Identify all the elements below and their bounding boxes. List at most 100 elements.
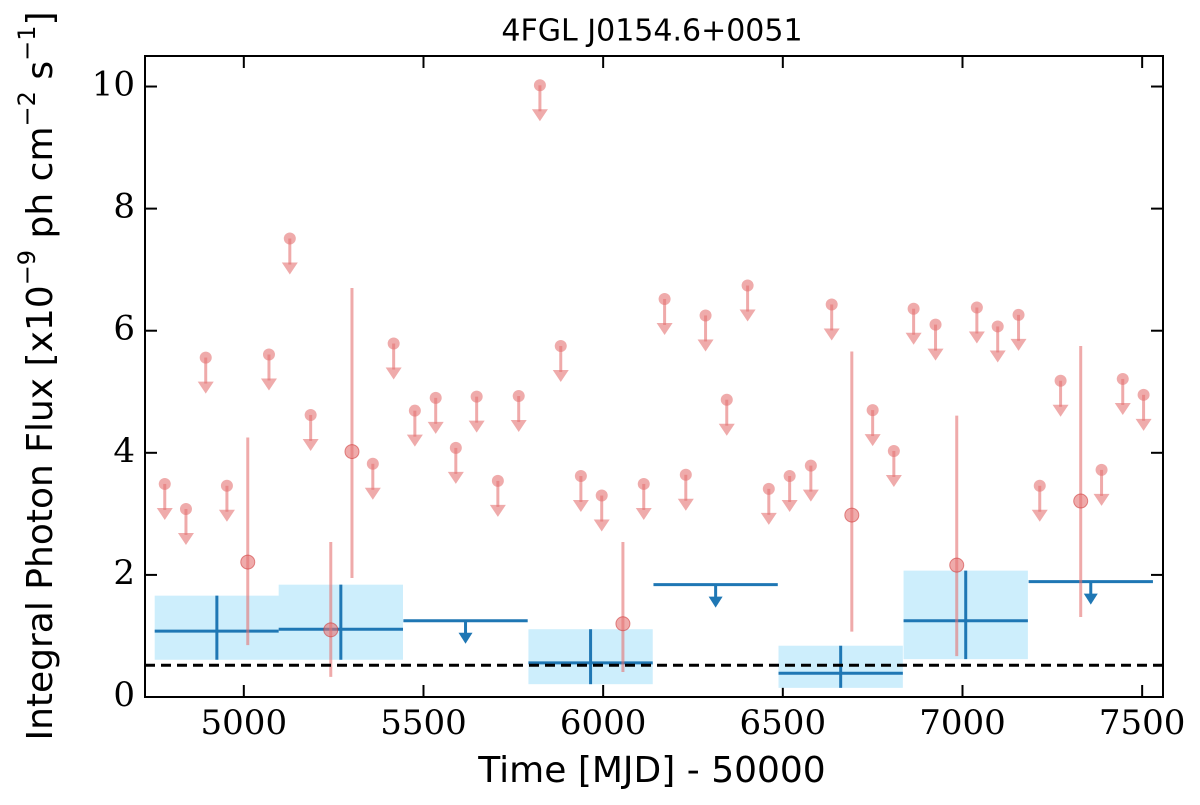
upper-limit-point bbox=[1012, 308, 1025, 321]
upper-limit-arrow-head bbox=[468, 420, 485, 433]
detection-point bbox=[323, 622, 339, 638]
upper-limit-arrow-head bbox=[905, 332, 922, 345]
upper-limit-point bbox=[720, 393, 733, 406]
upper-limit-point bbox=[1054, 374, 1067, 387]
upper-limit-point bbox=[179, 502, 192, 515]
y-tick-label: 8 bbox=[113, 187, 135, 227]
upper-limit-point bbox=[283, 232, 296, 245]
upper-limit-arrow-head bbox=[677, 498, 694, 511]
upper-limit-arrow-head bbox=[385, 367, 402, 380]
upper-limit-arrow-head bbox=[697, 339, 714, 352]
upper-limit-point bbox=[825, 298, 838, 311]
x-tick-label: 6500 bbox=[740, 703, 827, 743]
x-tick-label: 7000 bbox=[919, 703, 1006, 743]
upper-limit-arrow-head bbox=[281, 262, 298, 275]
upper-limit-arrow-head bbox=[531, 109, 548, 122]
upper-limit-point bbox=[1033, 479, 1046, 492]
y-tick-label: 6 bbox=[113, 309, 135, 349]
upper-limit-point bbox=[574, 470, 587, 483]
upper-limit-arrow-head bbox=[1010, 338, 1027, 351]
upper-limit-arrow-head bbox=[489, 504, 506, 517]
x-axis-label: Time [MJD] - 50000 bbox=[477, 750, 825, 791]
upper-limit-point bbox=[595, 489, 608, 502]
upper-limit-point bbox=[449, 441, 462, 454]
upper-limit-point bbox=[929, 318, 942, 331]
upper-limit-point bbox=[1095, 463, 1108, 476]
x-tick-label: 6000 bbox=[560, 703, 647, 743]
upper-limit-arrow-head bbox=[885, 474, 902, 487]
upper-limit-point bbox=[637, 477, 650, 490]
y-tick-label: 0 bbox=[113, 675, 135, 715]
upper-limit-arrow-head bbox=[927, 348, 944, 361]
upper-limit-point bbox=[408, 404, 421, 417]
y-label-part: ph cm bbox=[20, 126, 61, 249]
upper-limit-point bbox=[658, 292, 671, 305]
upper-limit-point bbox=[470, 390, 483, 403]
upper-limit-arrow-head bbox=[218, 509, 235, 522]
chart-title: 4FGL J0154.6+0051 bbox=[501, 14, 802, 49]
y-tick-label: 10 bbox=[92, 65, 135, 105]
upper-limit-arrow-head bbox=[364, 487, 381, 500]
upper-limit-arrow-head bbox=[1114, 402, 1131, 415]
upper-limit-arrow-head bbox=[1093, 493, 1110, 506]
detection-point bbox=[615, 616, 631, 632]
y-label-exponent: −1 bbox=[13, 26, 41, 61]
upper-limit-arrow-head bbox=[406, 434, 423, 447]
upper-limit-point bbox=[554, 339, 567, 352]
upper-limit-arrow-head bbox=[552, 369, 569, 382]
upper-limit-arrow-head bbox=[802, 489, 819, 502]
y-label-exponent: −9 bbox=[13, 250, 41, 285]
upper-limit-point bbox=[220, 479, 233, 492]
upper-limit-arrow-head bbox=[656, 322, 673, 335]
upper-limit-arrow-head bbox=[823, 328, 840, 341]
upper-limit-point bbox=[907, 302, 920, 315]
upper-limit-point bbox=[262, 348, 275, 361]
upper-limit-arrow-head bbox=[989, 350, 1006, 363]
upper-limit-arrow-head bbox=[1031, 509, 1048, 522]
upper-limit-arrow-head bbox=[177, 532, 194, 545]
upper-limit-point bbox=[970, 301, 983, 314]
upper-limit-arrow-head bbox=[760, 512, 777, 525]
detection-point bbox=[344, 444, 360, 460]
upper-limit-point bbox=[199, 351, 212, 364]
upper-limit-point bbox=[533, 79, 546, 92]
detection-point bbox=[844, 507, 860, 523]
upper-limit-point bbox=[887, 444, 900, 457]
y-tick-label: 2 bbox=[113, 553, 135, 593]
upper-limit-point bbox=[741, 279, 754, 292]
upper-limit-arrow-head bbox=[197, 381, 214, 394]
x-tick-label: 7500 bbox=[1099, 703, 1186, 743]
detection-point bbox=[240, 554, 256, 570]
y-label-exponent: −2 bbox=[13, 91, 41, 126]
upper-limit-point bbox=[304, 408, 317, 421]
upper-limit-point bbox=[429, 391, 442, 404]
upper-limit-point bbox=[1137, 388, 1150, 401]
upper-limit-point bbox=[783, 470, 796, 483]
upper-limit-arrow-head bbox=[572, 500, 589, 513]
upper-limit-arrow-head bbox=[1135, 418, 1152, 431]
plot-frame bbox=[144, 55, 1164, 698]
upper-limit-point bbox=[804, 459, 817, 472]
upper-limit-arrow-head bbox=[1052, 404, 1069, 417]
y-axis-label: Integral Photon Flux [x10−9 ph cm−2 s−1] bbox=[13, 11, 61, 740]
bin-upper-limit-arrow-head bbox=[458, 632, 473, 644]
upper-limit-point bbox=[991, 320, 1004, 333]
upper-limit-point bbox=[1116, 372, 1129, 385]
upper-limit-arrow-head bbox=[739, 309, 756, 322]
upper-limit-arrow-head bbox=[302, 438, 319, 451]
upper-limit-arrow-head bbox=[427, 421, 444, 434]
upper-limit-point bbox=[158, 477, 171, 490]
upper-limit-arrow-head bbox=[510, 420, 527, 433]
detection-point bbox=[1073, 493, 1089, 509]
y-label-part: Integral Photon Flux [x10 bbox=[20, 285, 61, 740]
x-tick-label: 5000 bbox=[201, 703, 288, 743]
bin-upper-limit-arrow-head bbox=[1083, 593, 1098, 605]
upper-limit-point bbox=[512, 390, 525, 403]
upper-limit-point bbox=[366, 457, 379, 470]
upper-limit-point bbox=[866, 404, 879, 417]
detection-point bbox=[949, 557, 965, 573]
upper-limit-point bbox=[387, 337, 400, 350]
upper-limit-point bbox=[762, 482, 775, 495]
upper-limit-point bbox=[699, 309, 712, 322]
